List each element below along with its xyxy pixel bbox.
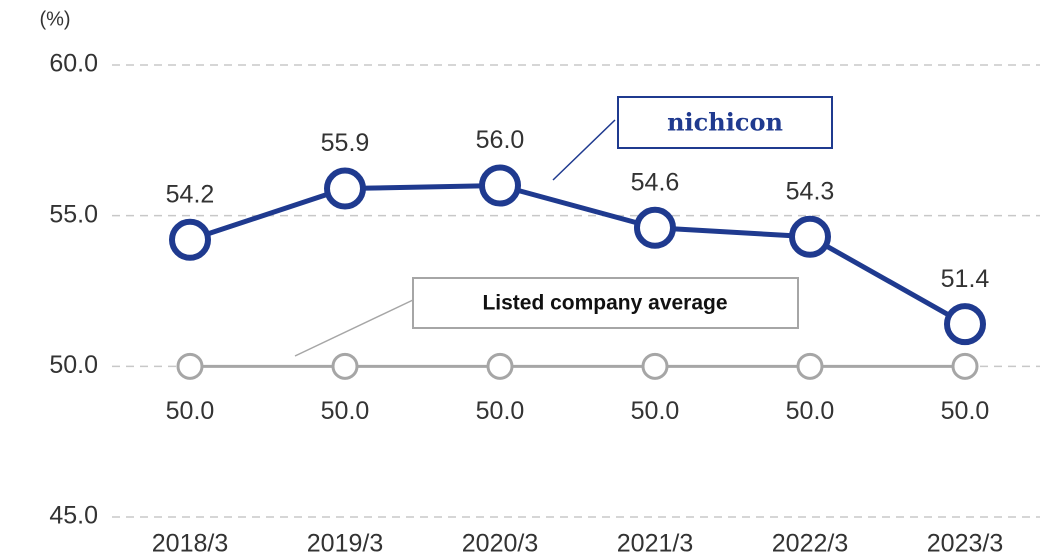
- data-point: [479, 164, 521, 207]
- data-point: [176, 352, 204, 380]
- data-label: 55.9: [321, 129, 370, 157]
- data-point: [796, 352, 824, 380]
- data-point: [634, 206, 676, 249]
- leader-line: [552, 119, 616, 181]
- data-label: 50.0: [786, 397, 835, 425]
- x-tick-label: 2021/3: [617, 530, 693, 558]
- data-label: 54.3: [786, 177, 835, 205]
- x-tick-label: 2018/3: [152, 530, 228, 558]
- data-label: 51.4: [941, 265, 990, 293]
- leader-line: [294, 299, 414, 357]
- data-point: [169, 218, 211, 261]
- x-tick-label: 2023/3: [927, 530, 1003, 558]
- legend-box: [617, 96, 833, 149]
- data-point: [951, 352, 979, 380]
- data-label: 56.0: [476, 126, 525, 154]
- data-point: [641, 352, 669, 380]
- data-label: 50.0: [166, 397, 215, 425]
- y-unit-label: (%): [39, 8, 70, 30]
- data-point: [486, 352, 514, 380]
- x-tick-label: 2019/3: [307, 530, 383, 558]
- data-label: 54.2: [166, 180, 215, 208]
- data-point: [944, 303, 986, 346]
- y-tick-label: 60.0: [49, 50, 98, 78]
- data-point: [789, 215, 831, 258]
- data-label: 50.0: [941, 397, 990, 425]
- legend-box: [412, 277, 799, 329]
- y-tick-label: 45.0: [49, 502, 98, 530]
- legend-label: nichicon: [667, 108, 783, 137]
- data-point: [331, 352, 359, 380]
- data-label: 54.6: [631, 168, 680, 196]
- series-line: [189, 183, 967, 327]
- y-tick-label: 55.0: [49, 200, 98, 228]
- data-label: 50.0: [476, 397, 525, 425]
- x-tick-label: 2022/3: [772, 530, 848, 558]
- data-label: 50.0: [631, 397, 680, 425]
- data-label: 50.0: [321, 397, 370, 425]
- legend-label: Listed company average: [482, 292, 727, 315]
- x-tick-label: 2020/3: [462, 530, 538, 558]
- data-point: [324, 167, 366, 210]
- y-tick-label: 50.0: [49, 351, 98, 379]
